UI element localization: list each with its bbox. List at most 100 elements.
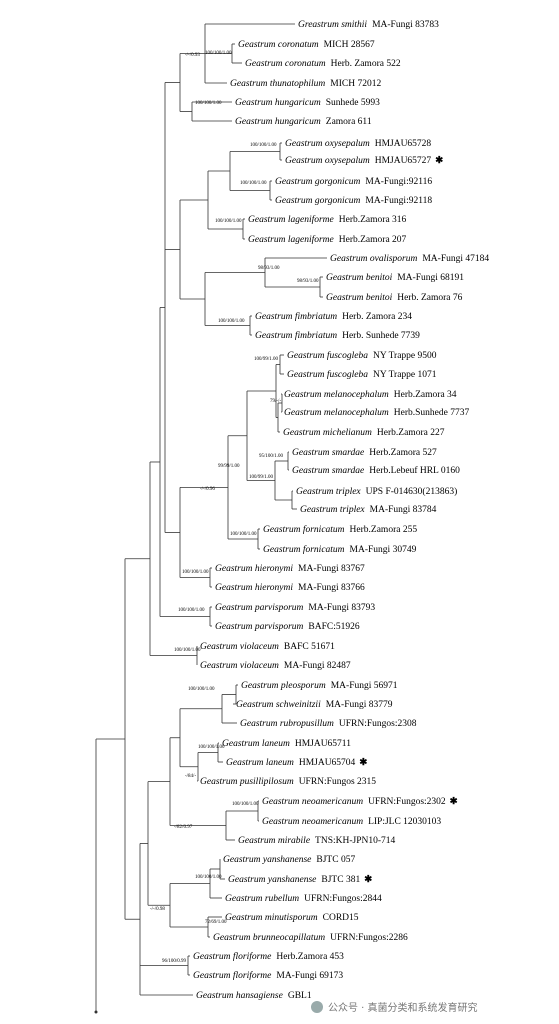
species: Geastrum rubropusillum xyxy=(240,719,334,729)
voucher: BJTC 381 xyxy=(321,875,360,885)
leaf-label: Geastrum smardae Herb.Zamora 527 xyxy=(292,448,437,458)
leaf-label: Geastrum yanshanense BJTC 381 ✱ xyxy=(228,874,373,885)
leaf-label: Geastrum triplex UPS F-014630(213863) xyxy=(296,486,457,497)
new-record-mark: ✱ xyxy=(450,796,459,807)
voucher: CORD15 xyxy=(323,913,359,923)
support-value: 100/100/1.00 xyxy=(232,802,259,807)
voucher: Herb.Zamora 527 xyxy=(369,448,437,458)
support-value: 96/100/0.99 xyxy=(162,959,187,964)
species: Geastrum yanshanense xyxy=(228,875,316,885)
leaf-label: Geastrum benitoi MA-Fungi 68191 xyxy=(326,273,464,283)
leaf-label: Geastrum benitoi Herb. Zamora 76 xyxy=(326,293,463,303)
species: Geastrum gorgonicum xyxy=(275,196,361,206)
leaf-label: Geastrum melanocephalum Herb.Zamora 34 xyxy=(284,390,457,400)
voucher: UFRN:Fungos:2302 xyxy=(368,797,446,807)
voucher: MA-Fungi 83783 xyxy=(372,20,439,30)
voucher: Herb.Zamora 227 xyxy=(377,428,445,438)
leaf-label: Geastrum mirabile TNS:KH-JPN10-714 xyxy=(238,836,396,846)
new-record-mark: ✱ xyxy=(364,874,373,885)
support-value: 100/100/1.00 xyxy=(205,51,232,56)
species: Geastrum coronatum xyxy=(238,40,319,50)
species: Geastrum gorgonicum xyxy=(275,177,361,187)
support-value: 100/100/1.00 xyxy=(195,875,222,880)
voucher: UFRN:Fungos:2844 xyxy=(304,894,382,904)
voucher: HMJAU65704 xyxy=(299,758,356,768)
leaf-label: Geastrum neoamericanum LIP:JLC 12030103 xyxy=(262,817,441,827)
species: Greastrum smithii xyxy=(298,20,367,30)
leaf-label: Greastrum smithii MA-Fungi 83783 xyxy=(298,20,439,30)
voucher: BAFC:51926 xyxy=(308,622,359,632)
support-value: 100/100/1.00 xyxy=(174,648,201,653)
voucher: LIP:JLC 12030103 xyxy=(368,817,441,827)
leaf-label: Geastrum violaceum BAFC 51671 xyxy=(200,642,335,652)
species: Geastrum neoamericanum xyxy=(262,817,363,827)
support-value: 100/99/1.00 xyxy=(249,475,274,480)
leaf-label: Geastrum parvisporum MA-Fungi 83793 xyxy=(215,603,375,613)
voucher: UFRN:Fungos 2315 xyxy=(299,777,377,787)
voucher: Herb. Sunhede 7739 xyxy=(342,331,420,341)
watermark-text: 公众号 · 真菌分类和系统发育研究 xyxy=(328,1001,478,1014)
voucher: BJTC 057 xyxy=(316,855,355,865)
voucher: MICH 72012 xyxy=(330,79,381,89)
leaf-label: Geastrum triplex MA-Fungi 83784 xyxy=(300,505,437,515)
voucher: HMJAU65727 xyxy=(375,156,432,166)
voucher: BAFC 51671 xyxy=(284,642,335,652)
voucher: MA-Fungi 69173 xyxy=(276,971,343,981)
support-value: 100/99/1.00 xyxy=(254,357,279,362)
support-value: 100/100/1.00 xyxy=(178,608,205,613)
root-point xyxy=(94,1010,98,1014)
species: Geastrum melanocephalum xyxy=(284,390,389,400)
leaf-label: Geastrum melanocephalum Herb.Sunhede 7737 xyxy=(284,408,469,418)
voucher: MA-Fungi 83767 xyxy=(298,564,365,574)
voucher: MA-Fungi 68191 xyxy=(397,273,464,283)
species: Geastrum fuscogleba xyxy=(287,369,368,380)
voucher: UFRN:Fungos:2286 xyxy=(330,933,408,943)
species: Geastrum benitoi xyxy=(326,293,393,303)
support-value: -/-/0.93 xyxy=(185,53,200,58)
leaf-label: Geastrum brunneocapillatum UFRN:Fungos:22… xyxy=(213,933,408,943)
voucher: Herb.Zamora 207 xyxy=(339,235,407,245)
species: Geastrum yanshanense xyxy=(223,855,311,865)
new-record-mark: ✱ xyxy=(435,155,444,166)
voucher: NY Trappe 1071 xyxy=(373,370,437,380)
leaf-label: Geastrum coronatum Herb. Zamora 522 xyxy=(245,59,401,69)
voucher: Herb. Zamora 234 xyxy=(342,312,412,322)
leaf-label: Geastrum hungaricum Sunhede 5993 xyxy=(235,98,380,108)
species: Geastrum pleosporum xyxy=(241,681,326,691)
species: Geastrum triplex xyxy=(296,487,361,497)
leaf-label: Geastrum floriforme Herb.Zamora 453 xyxy=(193,951,344,962)
leaf-label: Geastrum minutisporum CORD15 xyxy=(225,913,359,923)
leaf-label: Geastrum fimbriatum Herb. Sunhede 7739 xyxy=(255,330,420,341)
leaf-label: Geastrum rubellum UFRN:Fungos:2844 xyxy=(225,894,382,904)
leaf-label: Geastrum rubropusillum UFRN:Fungos:2308 xyxy=(240,719,417,729)
leaf-label: Geastrum oxysepalum HMJAU65727 ✱ xyxy=(285,155,444,166)
voucher: Sunhede 5993 xyxy=(326,98,380,108)
voucher: Herb.Sunhede 7737 xyxy=(394,408,470,418)
species: Geastrum parvisporum xyxy=(215,603,304,613)
voucher: MA-Fungi:92116 xyxy=(365,177,432,187)
species: Geastrum rubellum xyxy=(225,894,299,904)
species: Geastrum floriforme xyxy=(193,951,271,962)
leaf-label: Geastrum thunatophilum MICH 72012 xyxy=(230,79,381,89)
support-value: 100/100/1.00 xyxy=(195,101,222,106)
support-value: -/-/0.96 xyxy=(200,487,215,492)
voucher: HMJAU65711 xyxy=(295,739,351,749)
species: Geastrum fimbriatum xyxy=(255,311,337,322)
leaf-label: Geastrum fimbriatum Herb. Zamora 234 xyxy=(255,311,412,322)
voucher: MA-Fungi 30749 xyxy=(350,545,417,555)
support-value: 100/100/1.00 xyxy=(188,687,215,692)
species: Geastrum fornicatum xyxy=(263,544,345,555)
species: Geastrum ovalisporum xyxy=(330,254,417,264)
support-value: 72/69/1.00 xyxy=(205,920,227,925)
species: Geastrum minutisporum xyxy=(225,913,318,923)
support-value: -/84/- xyxy=(185,774,196,779)
voucher: MA-Fungi 56971 xyxy=(331,681,398,691)
species: Geastrum melanocephalum xyxy=(284,408,389,418)
species: Geastrum oxysepalum xyxy=(285,139,370,149)
species: Geastrum benitoi xyxy=(326,273,393,283)
voucher: Herb. Zamora 76 xyxy=(397,293,462,303)
species: Geastrum pusillipilosum xyxy=(200,777,294,787)
voucher: GBL1 xyxy=(288,991,312,1001)
leaf-label: Geastrum parvisporum BAFC:51926 xyxy=(215,622,360,632)
